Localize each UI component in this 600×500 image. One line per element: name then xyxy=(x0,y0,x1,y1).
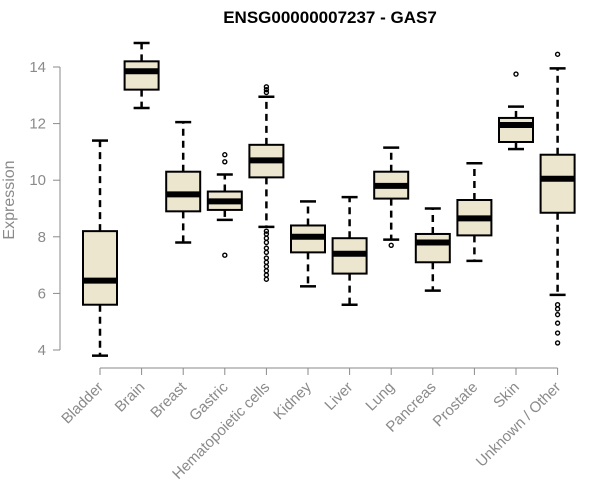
x-tick-label: Brain xyxy=(112,379,149,416)
box-breast xyxy=(165,120,202,244)
x-tick-label: Kidney xyxy=(270,378,315,423)
box-skin xyxy=(498,71,534,151)
outlier-point xyxy=(263,235,270,241)
box-pancreas xyxy=(414,207,451,292)
x-tick-label: Bladder xyxy=(58,379,107,428)
box-liver xyxy=(331,195,368,306)
x-tick-label: Breast xyxy=(147,378,190,421)
outlier-point xyxy=(554,306,561,312)
x-tick-label: Skin xyxy=(490,379,523,412)
box-bladder xyxy=(82,139,118,357)
outlier-point xyxy=(263,276,270,282)
outlier-point xyxy=(513,71,519,77)
box-hematopoietic-cells xyxy=(248,84,285,282)
outlier-point xyxy=(263,239,270,246)
outlier-point xyxy=(222,252,228,258)
y-tick-label: 12 xyxy=(29,116,46,133)
iqr-box xyxy=(539,153,576,214)
y-axis: 4 6 8 10 12 14 xyxy=(29,59,61,359)
outlier-point xyxy=(554,320,561,326)
box-gastric xyxy=(206,152,243,258)
box-unknown-other xyxy=(539,51,576,346)
y-tick-label: 4 xyxy=(38,342,46,359)
outlier-point xyxy=(263,263,270,270)
outlier-point xyxy=(263,255,270,261)
outlier-point xyxy=(263,84,270,90)
outlier-point xyxy=(263,245,270,251)
box-brain xyxy=(123,41,160,110)
box-lung xyxy=(373,146,410,248)
y-axis-label: Expression xyxy=(1,160,18,239)
x-tick-label: Lung xyxy=(362,379,398,415)
chart-title: ENSG00000007237 - GAS7 xyxy=(223,8,437,27)
outlier-point xyxy=(388,242,394,248)
outlier-point xyxy=(263,89,270,96)
outlier-point xyxy=(263,86,270,93)
outlier-point xyxy=(554,302,561,308)
outlier-point xyxy=(263,249,270,256)
outlier-point xyxy=(222,159,228,165)
outlier-point xyxy=(222,152,228,158)
box-kidney xyxy=(290,200,326,288)
iqr-box xyxy=(82,230,118,306)
box-prostate xyxy=(456,161,493,263)
outlier-point xyxy=(263,268,270,274)
y-tick-label: 14 xyxy=(29,59,46,76)
x-tick-label: Liver xyxy=(321,379,356,414)
outlier-point xyxy=(554,311,561,318)
outlier-point xyxy=(263,231,270,237)
boxes xyxy=(82,41,576,357)
outlier-point xyxy=(263,259,270,265)
outlier-point xyxy=(554,330,561,336)
x-tick-label: Prostate xyxy=(430,379,482,431)
iqr-box xyxy=(414,232,451,264)
outlier-point xyxy=(263,272,270,278)
outlier-point xyxy=(263,228,270,234)
iqr-box xyxy=(123,60,160,91)
outlier-point xyxy=(554,51,561,57)
y-tick-label: 6 xyxy=(38,285,46,302)
y-tick-label: 8 xyxy=(38,229,46,246)
y-tick-label: 10 xyxy=(29,172,46,189)
iqr-box xyxy=(498,116,534,143)
outlier-point xyxy=(554,340,561,346)
